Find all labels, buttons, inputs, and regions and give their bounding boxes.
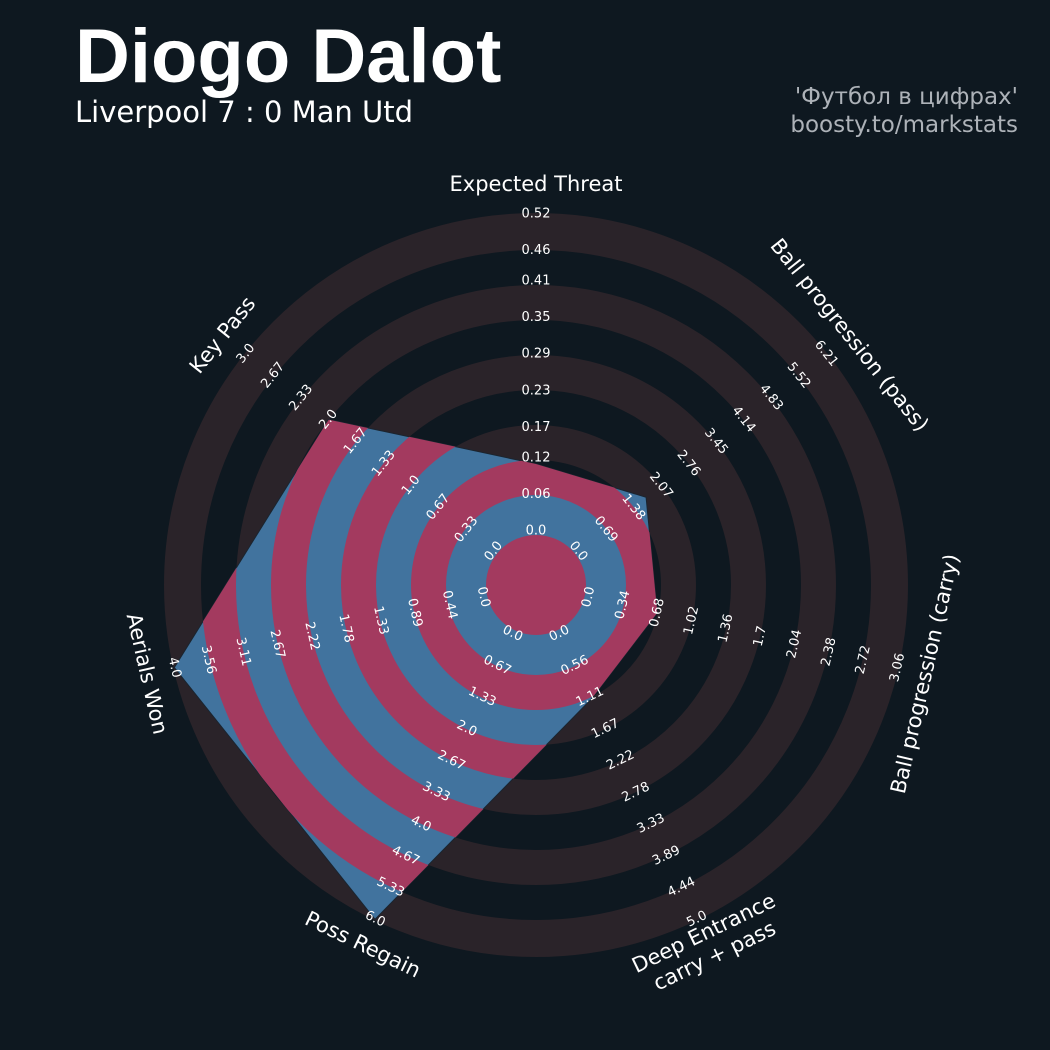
tick-label: 1.02	[681, 605, 702, 637]
tick-label: 2.38	[818, 636, 839, 668]
tick-label: 2.67	[267, 628, 288, 660]
tick-label: 0.12	[522, 450, 551, 465]
tick-label: 2.22	[301, 620, 322, 652]
ring	[164, 213, 908, 957]
tick-label: 2.04	[784, 628, 805, 660]
tick-label: 1.36	[715, 613, 736, 645]
chart-subtitle: Liverpool 7 : 0 Man Utd	[75, 95, 413, 129]
tick-label: 0.44	[439, 589, 460, 621]
tick-label: 0.06	[522, 487, 551, 502]
tick-label: 1.33	[370, 605, 391, 637]
tick-label: 0.23	[522, 383, 551, 398]
tick-label: 3.06	[887, 652, 908, 684]
tick-label: 0.46	[522, 243, 551, 258]
tick-label: 4.0	[165, 656, 184, 680]
tick-label: 0.34	[612, 589, 633, 621]
ring	[411, 460, 658, 710]
tick-label: 3.11	[233, 636, 254, 668]
tick-label: 0.0	[579, 585, 598, 609]
tick-label: 0.17	[522, 420, 551, 435]
tick-label: 0.29	[522, 347, 551, 362]
tick-label: 2.72	[853, 644, 874, 676]
tick-label: 1.78	[335, 613, 356, 645]
chart-title: Diogo Dalot	[75, 14, 501, 99]
tick-label: 3.56	[198, 644, 219, 676]
tick-label: 0.52	[522, 207, 551, 222]
tick-label: 1.7	[751, 624, 770, 648]
tick-label: 0.68	[647, 597, 668, 629]
tick-label: 0.41	[522, 274, 551, 289]
credit: boosty.to/markstats	[790, 112, 1018, 138]
ring	[486, 535, 586, 635]
credit: 'Футбол в цифрах'	[795, 84, 1018, 110]
param-label: Expected Threat	[450, 172, 623, 196]
tick-label: 0.0	[526, 524, 547, 539]
tick-label: 0.89	[404, 597, 425, 629]
tick-label: 0.0	[474, 585, 493, 609]
tick-label: 0.35	[522, 310, 551, 325]
